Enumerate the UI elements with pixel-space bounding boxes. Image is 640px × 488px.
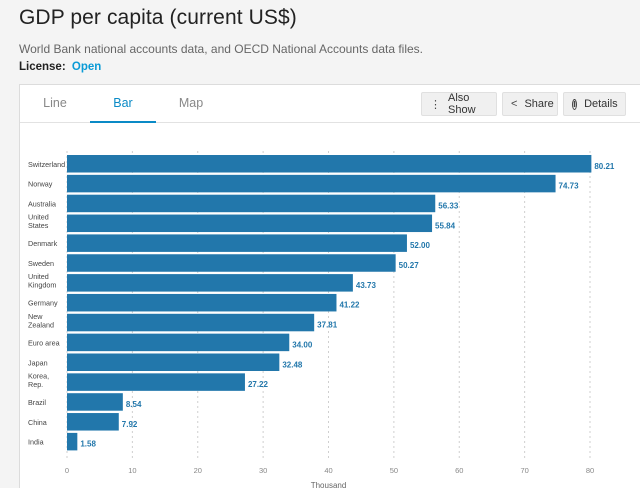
x-tick-label: 0 <box>65 466 69 475</box>
category-label: New <box>28 312 43 321</box>
bar <box>67 413 119 431</box>
data-label: 74.73 <box>559 182 580 191</box>
x-tick-label: 20 <box>194 466 202 475</box>
info-icon: i <box>572 97 578 110</box>
bar <box>67 194 436 213</box>
data-label: 7.92 <box>122 420 138 429</box>
share-button[interactable]: < Share <box>502 92 558 116</box>
bar <box>67 333 290 352</box>
share-label: Share <box>524 98 554 110</box>
bar <box>67 214 433 233</box>
category-label: Norway <box>28 180 53 189</box>
category-label: States <box>28 221 49 230</box>
bar-chart: 0 10 20 30 40 50 60 70 80 Thousand Switzerland 80.2… <box>28 151 615 488</box>
category-label: China <box>28 418 47 427</box>
share-icon: < <box>511 98 518 110</box>
license-link[interactable]: Open <box>71 61 102 73</box>
x-tick-label: 30 <box>259 466 267 475</box>
data-label: 55.84 <box>435 221 456 230</box>
x-tick-label: 70 <box>520 466 528 475</box>
bar <box>67 234 407 252</box>
data-label: 80.21 <box>594 162 615 171</box>
x-axis-label: Thousand <box>311 481 347 488</box>
chart-card: Line Bar Map ⋮ Also Show < Share i Detai… <box>19 84 640 488</box>
tab-map[interactable]: Map <box>178 96 204 110</box>
details-label: Details <box>584 98 618 110</box>
tab-bar: Line Bar Map ⋮ Also Show < Share i Detai… <box>20 85 640 123</box>
bar <box>67 313 315 332</box>
data-label: 50.27 <box>399 261 420 270</box>
details-button[interactable]: i Details <box>563 92 626 116</box>
category-label: Brazil <box>28 398 46 407</box>
category-label: Sweden <box>28 259 54 268</box>
bar <box>67 353 280 371</box>
bar <box>67 393 123 411</box>
data-label: 43.73 <box>356 281 377 290</box>
data-label: 56.33 <box>438 201 459 210</box>
x-tick-label: 80 <box>586 466 594 475</box>
category-label: Denmark <box>28 239 58 248</box>
category-label: United <box>28 272 49 281</box>
category-label: Rep. <box>28 380 43 389</box>
bar <box>67 254 396 272</box>
data-label: 32.48 <box>282 360 303 369</box>
x-tick-label: 10 <box>128 466 136 475</box>
category-label: United <box>28 213 49 222</box>
more-vertical-icon: ⋮ <box>430 98 441 111</box>
x-tick-label: 40 <box>324 466 332 475</box>
license-label: License: <box>19 61 66 73</box>
data-label: 52.00 <box>410 241 431 250</box>
tab-bar-chart[interactable]: Bar <box>90 85 156 123</box>
data-label: 8.54 <box>126 400 142 409</box>
bar <box>67 373 245 391</box>
data-label: 27.22 <box>248 380 269 389</box>
category-label: Kingdom <box>28 281 56 290</box>
x-tick-label: 50 <box>390 466 398 475</box>
data-label: 1.58 <box>80 440 96 449</box>
category-label: Switzerland <box>28 160 65 169</box>
source-text: World Bank national accounts data, and O… <box>19 42 424 56</box>
category-label: Zealand <box>28 320 54 329</box>
bar <box>67 155 592 173</box>
data-label: 34.00 <box>292 340 313 349</box>
category-label: India <box>28 438 44 447</box>
bar <box>67 274 353 292</box>
bar <box>67 293 337 312</box>
also-show-label: Also Show <box>448 92 476 116</box>
also-show-button[interactable]: ⋮ Also Show <box>421 92 497 116</box>
category-label: Australia <box>28 199 56 208</box>
data-label: 37.81 <box>317 321 338 330</box>
category-label: Germany <box>28 299 58 308</box>
x-tick-label: 60 <box>455 466 463 475</box>
bar <box>67 432 78 451</box>
bar <box>67 174 556 193</box>
category-label: Japan <box>28 358 48 367</box>
tab-line[interactable]: Line <box>43 96 67 110</box>
license-row: License: Open <box>19 61 101 73</box>
page-title: GDP per capita (current US$) <box>19 6 297 29</box>
category-label: Korea, <box>28 371 49 380</box>
data-label: 41.22 <box>339 301 360 310</box>
category-label: Euro area <box>28 338 60 347</box>
